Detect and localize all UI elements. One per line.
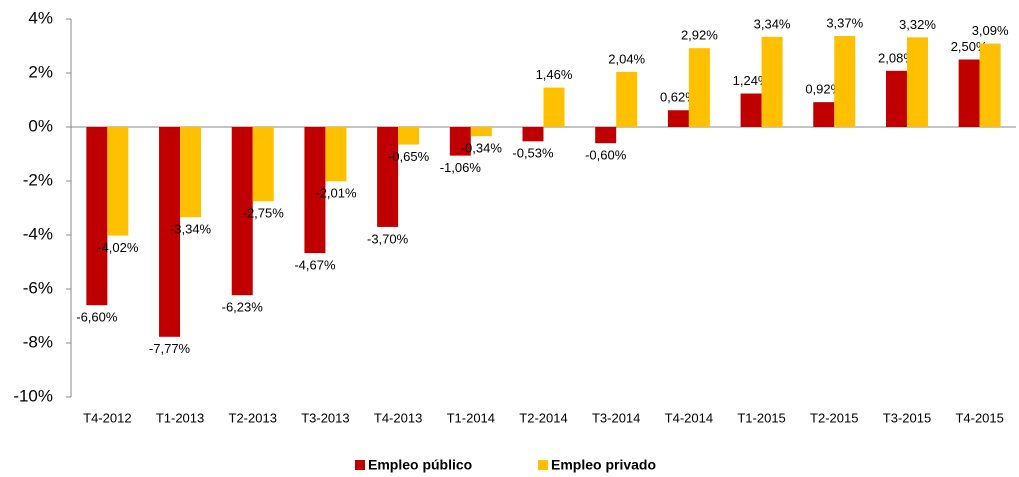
x-tick-label: T4-2013 bbox=[374, 410, 422, 425]
data-label: 2,92% bbox=[681, 28, 718, 43]
bar bbox=[231, 127, 253, 296]
legend-label: Empleo público bbox=[368, 457, 472, 473]
bar bbox=[834, 36, 856, 128]
data-label: -3,34% bbox=[170, 222, 212, 237]
bar bbox=[688, 48, 710, 127]
bar bbox=[252, 127, 274, 202]
data-label: -2,75% bbox=[243, 206, 285, 221]
y-tick-label: 2% bbox=[28, 62, 53, 81]
bar bbox=[906, 37, 928, 127]
bar bbox=[180, 127, 202, 218]
bar bbox=[979, 43, 1001, 127]
x-tick-label: T3-2014 bbox=[592, 410, 640, 425]
bar bbox=[958, 59, 980, 127]
y-tick-label: 4% bbox=[28, 8, 53, 27]
bar bbox=[325, 127, 347, 182]
y-tick-label: -6% bbox=[23, 278, 53, 297]
data-label: -0,53% bbox=[512, 146, 554, 161]
legend-swatch bbox=[538, 460, 548, 470]
bar bbox=[159, 127, 181, 337]
legend-label: Empleo privado bbox=[551, 457, 656, 473]
x-tick-label: T2-2014 bbox=[519, 410, 567, 425]
y-tick-label: -10% bbox=[13, 386, 53, 405]
y-tick-label: -2% bbox=[23, 170, 53, 189]
x-tick-label: T1-2014 bbox=[447, 410, 495, 425]
data-label: 1,46% bbox=[536, 67, 573, 82]
y-tick-label: -8% bbox=[23, 332, 53, 351]
data-label: -6,23% bbox=[222, 300, 264, 315]
data-label: -4,67% bbox=[294, 258, 336, 273]
x-tick-label: T3-2015 bbox=[883, 410, 931, 425]
bar bbox=[377, 127, 399, 227]
x-tick-label: T3-2013 bbox=[301, 410, 349, 425]
bar bbox=[616, 71, 638, 127]
x-tick-label: T4-2015 bbox=[955, 410, 1003, 425]
data-label: 3,37% bbox=[826, 15, 863, 30]
bar bbox=[667, 110, 689, 127]
x-tick-label: T4-2012 bbox=[83, 410, 131, 425]
bar bbox=[470, 127, 492, 137]
data-label: 3,09% bbox=[972, 23, 1009, 38]
data-label: 2,04% bbox=[608, 51, 645, 66]
bar bbox=[740, 93, 762, 127]
data-label: -4,02% bbox=[97, 240, 139, 255]
data-label: 0,92% bbox=[805, 82, 842, 97]
legend-swatch bbox=[355, 460, 365, 470]
x-tick-label: T4-2014 bbox=[665, 410, 713, 425]
bar bbox=[398, 127, 420, 145]
bar bbox=[761, 36, 783, 127]
data-label: -6,60% bbox=[76, 310, 118, 325]
y-tick-label: -4% bbox=[23, 224, 53, 243]
bar bbox=[86, 127, 108, 306]
y-tick-label: 0% bbox=[28, 116, 53, 135]
data-label: 3,32% bbox=[899, 17, 936, 32]
data-label: -0,34% bbox=[461, 141, 503, 156]
data-label: 2,08% bbox=[878, 50, 915, 65]
x-tick-label: T1-2015 bbox=[737, 410, 785, 425]
x-tick-label: T1-2013 bbox=[156, 410, 204, 425]
bar bbox=[595, 127, 617, 144]
data-label: -0,65% bbox=[388, 149, 430, 164]
data-label: -0,60% bbox=[585, 148, 627, 163]
x-tick-label: T2-2015 bbox=[810, 410, 858, 425]
data-label: -3,70% bbox=[367, 231, 409, 246]
data-label: -2,01% bbox=[315, 186, 357, 201]
bar bbox=[107, 127, 129, 236]
bar bbox=[304, 127, 326, 254]
data-label: -1,06% bbox=[440, 160, 482, 175]
bar bbox=[813, 102, 835, 127]
bar bbox=[885, 70, 907, 127]
data-label: 3,34% bbox=[754, 16, 791, 31]
bar bbox=[543, 87, 565, 127]
x-tick-label: T2-2013 bbox=[229, 410, 277, 425]
bar bbox=[522, 127, 544, 142]
data-label: 0,62% bbox=[660, 90, 697, 105]
data-label: 2,50% bbox=[951, 39, 988, 54]
bar bbox=[449, 127, 471, 156]
data-label: 1,24% bbox=[733, 73, 770, 88]
data-label: -7,77% bbox=[149, 341, 191, 356]
